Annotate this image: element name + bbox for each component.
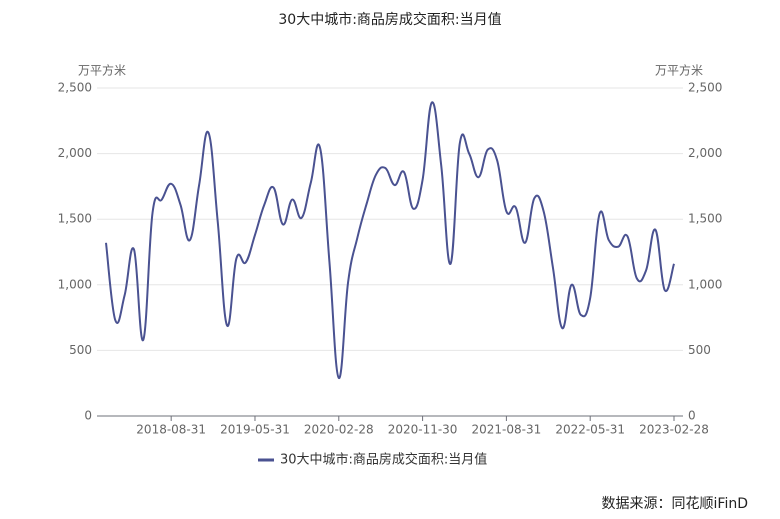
y-tick-label: 0: [84, 409, 92, 423]
source-note: 数据来源：同花顺iFinD: [602, 496, 748, 512]
y-tick-label: 2,500: [58, 81, 92, 95]
x-tick-label: 2020-11-30: [388, 423, 458, 437]
y-axis-label: 万平方米: [78, 63, 126, 78]
series-line: [105, 101, 675, 379]
x-tick-label: 2022-05-31: [555, 423, 625, 437]
y-tick-label: 1,500: [58, 212, 92, 226]
x-tick-label: 2020-02-28: [304, 423, 374, 437]
legend-label: 30大中城市:商品房成交面积:当月值: [280, 452, 487, 468]
y2-tick-label: 0: [688, 409, 696, 423]
y2-tick-label: 2,000: [688, 146, 722, 160]
x-tick-label: 2018-08-31: [136, 423, 206, 437]
y-tick-label: 500: [69, 343, 92, 357]
y2-tick-label: 500: [688, 343, 711, 357]
y2-tick-label: 1,500: [688, 212, 722, 226]
y-tick-label: 2,000: [58, 146, 92, 160]
x-tick-label: 2019-05-31: [220, 423, 290, 437]
y2-axis-label: 万平方米: [655, 63, 703, 78]
y2-tick-label: 1,000: [688, 277, 722, 291]
chart-title: 30大中城市:商品房成交面积:当月值: [278, 11, 501, 28]
y-tick-label: 1,000: [58, 277, 92, 291]
y2-tick-label: 2,500: [688, 81, 722, 95]
x-tick-label: 2021-08-31: [472, 423, 542, 437]
x-tick-label: 2023-02-28: [639, 423, 709, 437]
